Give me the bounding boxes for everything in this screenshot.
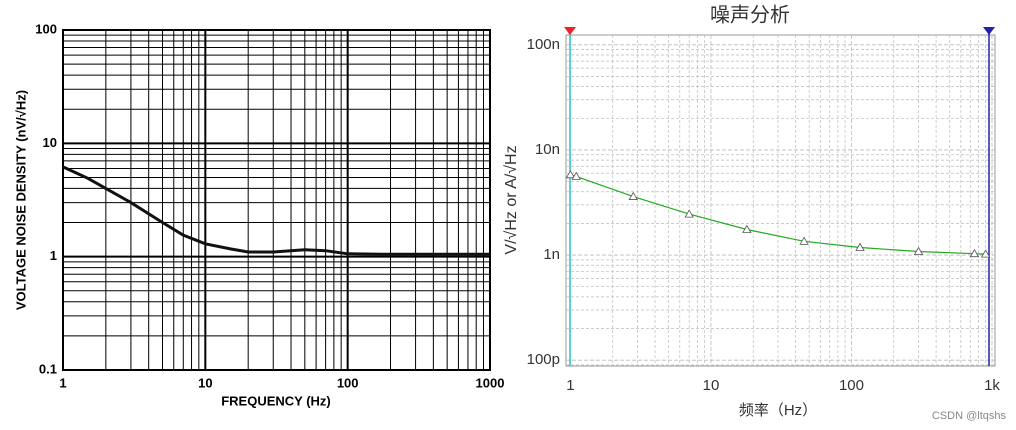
- x-tick-label: 1k: [984, 377, 1000, 394]
- plot-area: [565, 34, 996, 367]
- point: [913, 246, 924, 255]
- y-tick-label: 100n: [527, 36, 560, 53]
- cursor-b-flag: [983, 27, 995, 35]
- point: [855, 242, 865, 251]
- point: [742, 224, 752, 233]
- y-tick-label: 0.1: [39, 361, 57, 376]
- series-line: [62, 165, 490, 256]
- x-tick-label: 100: [337, 375, 359, 390]
- x-tick-label: 1: [566, 377, 574, 394]
- cursor-a-flag: [564, 27, 576, 35]
- y-tick-label: 10: [43, 135, 57, 150]
- x-tick-label: 10: [198, 375, 212, 390]
- point: [684, 209, 694, 218]
- plot-frame: [62, 29, 491, 371]
- series-line: [570, 174, 986, 255]
- y-tick-label: 1: [50, 248, 57, 263]
- point: [969, 248, 980, 258]
- y-axis-title: VOLTAGE NOISE DENSITY (nV/√Hz): [13, 90, 28, 310]
- right-chart: 噪声分析 频率（Hz） V/√Hz or A/√Hz 1 10 100 1k 100p 1…: [503, 3, 1000, 419]
- y-tick-label: 100p: [527, 351, 560, 368]
- y-axis-title: V/√Hz or A/√Hz: [503, 145, 520, 254]
- point: [628, 191, 638, 200]
- x-axis-title: FREQUENCY (Hz): [221, 393, 331, 408]
- y-tick-label: 1n: [543, 246, 560, 263]
- x-axis-title: 频率（Hz）: [739, 402, 817, 419]
- point: [571, 171, 581, 180]
- y-tick-label: 100: [35, 21, 57, 36]
- x-tick-label: 100: [839, 377, 864, 394]
- x-tick-label: 1: [59, 375, 66, 390]
- point: [799, 236, 809, 245]
- x-tick-label: 1000: [476, 375, 505, 390]
- point: [565, 169, 576, 179]
- y-tick-label: 10n: [535, 141, 560, 158]
- point: [980, 249, 991, 258]
- watermark: CSDN @ltqshs: [932, 410, 1007, 422]
- x-tick-label: 10: [703, 377, 720, 394]
- left-chart: FREQUENCY (Hz) VOLTAGE NOISE DENSITY (nV…: [13, 21, 504, 408]
- chart-title: 噪声分析: [710, 3, 790, 26]
